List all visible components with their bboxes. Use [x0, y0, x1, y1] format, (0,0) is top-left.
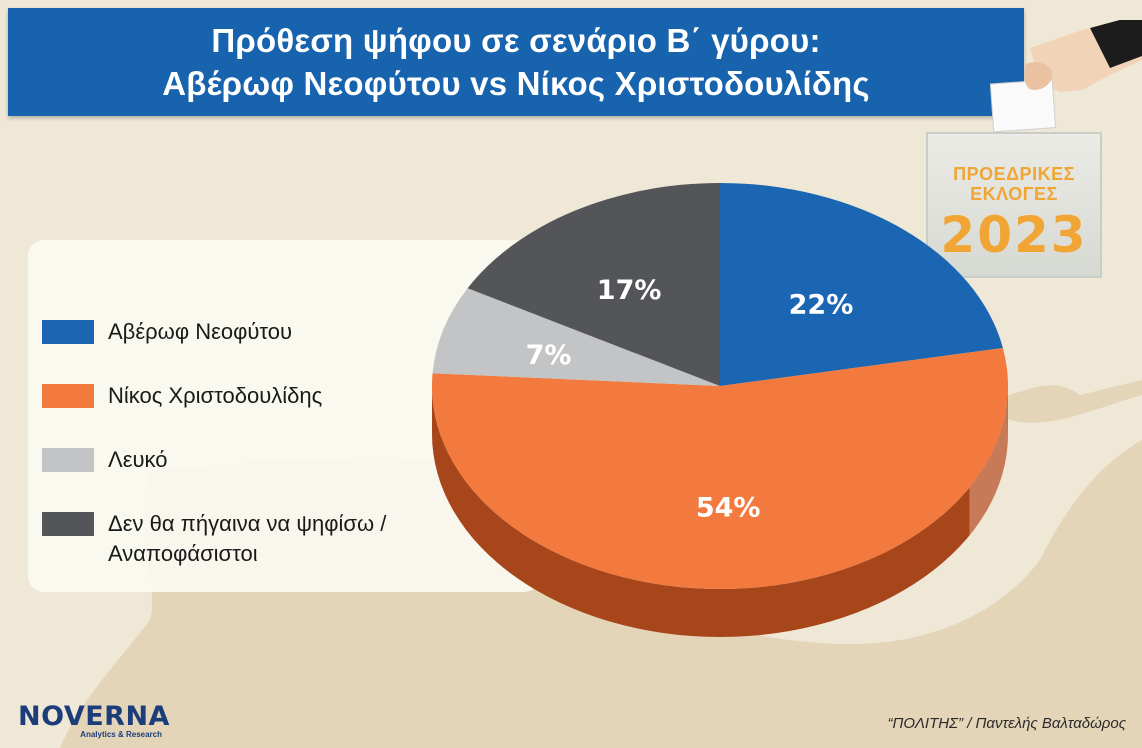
- legend-label-undecided: Δεν θα πήγαινα να ψηφίσω / Αναποφάσιστοι: [108, 511, 387, 566]
- pie-slices: [432, 183, 1008, 589]
- pie-slice-1: [720, 183, 1003, 386]
- title-line-1: Πρόθεση ψήφου σε σενάριο Β΄ γύρου:: [211, 22, 821, 59]
- legend-label-blank: Λευκό: [108, 447, 168, 472]
- legend-label-neofytou: Αβέρωφ Νεοφύτου: [108, 319, 293, 344]
- legend-label-christodoulides: Νίκος Χριστοδουλίδης: [108, 383, 323, 408]
- badge-line-1: ΠΡΟΕΔΡΙΚΕΣ: [953, 164, 1075, 184]
- pie-label-4: 17%: [597, 275, 662, 306]
- pie-labels: 22% 54% 7% 17%: [526, 275, 854, 524]
- logo-name: NOVERNA: [18, 701, 170, 732]
- legend-swatch-neofytou: [42, 320, 94, 344]
- logo-subtitle: Analytics & Research: [80, 730, 162, 739]
- pie-slice-3: [432, 288, 720, 386]
- pie-sides: [432, 378, 1008, 637]
- pie-slice-4: [467, 183, 720, 386]
- legend-item-undecided: Δεν θα πήγαινα να ψηφίσω / Αναποφάσιστοι: [42, 511, 468, 569]
- title-banner: Πρόθεση ψήφου σε σενάριο Β΄ γύρου: Αβέρω…: [8, 8, 1024, 116]
- election-badge: ΠΡΟΕΔΡΙΚΕΣ ΕΚΛΟΓΕΣ 2023: [926, 132, 1102, 278]
- pie-slice-2: [432, 347, 1008, 589]
- legend-swatch-christodoulides: [42, 384, 94, 408]
- pie-label-2: 54%: [696, 493, 761, 524]
- title-line-2: Αβέρωφ Νεοφύτου vs Νίκος Χριστοδουλίδης: [162, 65, 870, 102]
- pie-label-3: 7%: [526, 340, 572, 371]
- hand-ballot-illustration: [990, 20, 1142, 132]
- pie-side-highlight: [969, 378, 1008, 536]
- source-credit: “ΠΟΛΙΤΗΣ” / Παντελής Βαλταδώρος: [887, 715, 1126, 732]
- pie-label-1: 22%: [789, 290, 854, 321]
- legend-item-neofytou: Αβέρωφ Νεοφύτου: [42, 319, 468, 347]
- badge-year: 2023: [940, 206, 1088, 264]
- legend-item-blank: Λευκό: [42, 447, 468, 475]
- badge-line-2: ΕΚΛΟΓΕΣ: [970, 184, 1058, 204]
- pie-side-2: [432, 386, 1008, 637]
- legend-swatch-undecided: [42, 512, 94, 536]
- legend-swatch-blank: [42, 448, 94, 472]
- legend-item-christodoulides: Νίκος Χριστοδουλίδης: [42, 383, 468, 411]
- noverna-logo: NOVERNA Analytics & Research: [18, 701, 170, 746]
